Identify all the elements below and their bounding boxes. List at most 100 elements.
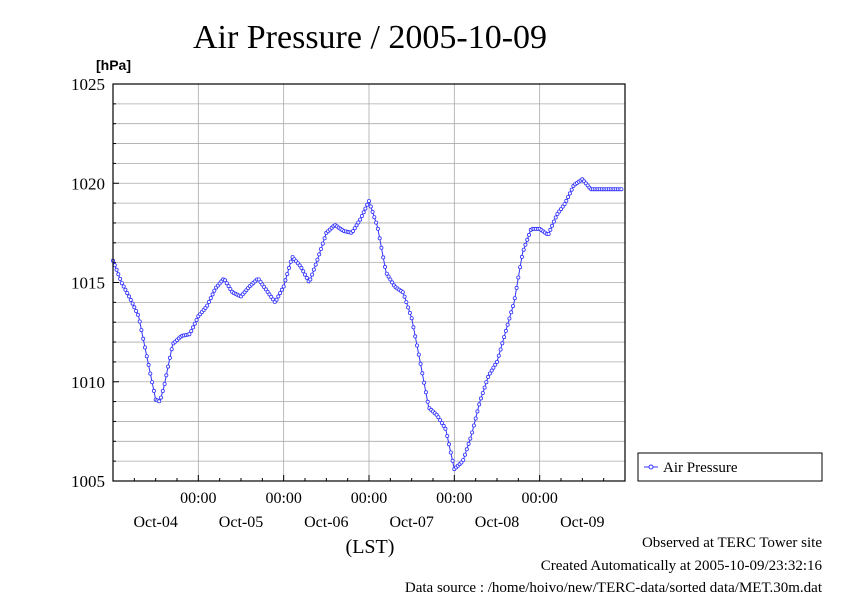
- series-point: [567, 191, 572, 196]
- series-point: [423, 390, 428, 395]
- series-point: [404, 300, 409, 305]
- series-point: [116, 272, 121, 277]
- series-point: [281, 284, 286, 289]
- series-point: [359, 213, 364, 218]
- series-point: [562, 202, 567, 207]
- series-point: [205, 303, 210, 308]
- series-point: [498, 347, 503, 352]
- series-point: [128, 297, 133, 302]
- legend-box: [637, 452, 823, 482]
- x-date-label: Oct-04: [133, 514, 177, 531]
- series-point: [519, 254, 524, 259]
- series-point: [134, 308, 139, 313]
- series-point: [137, 319, 142, 324]
- series-point: [276, 294, 281, 299]
- series-point: [285, 272, 290, 277]
- series-point: [414, 343, 419, 348]
- x-date-label: Oct-08: [475, 514, 519, 531]
- x-date-label: Oct-06: [304, 514, 348, 531]
- series-point: [470, 430, 475, 435]
- series-point: [299, 265, 304, 270]
- series-point: [226, 284, 231, 289]
- series-point: [206, 299, 211, 304]
- series-point: [471, 423, 476, 428]
- series-point: [125, 291, 130, 296]
- x-time-tick-label: 00:00: [436, 490, 472, 507]
- series-point: [503, 328, 508, 333]
- series-point: [112, 263, 117, 268]
- series-point: [322, 236, 327, 241]
- series-point: [358, 217, 363, 222]
- series-point: [553, 215, 558, 220]
- plot-frame: [112, 83, 626, 482]
- series-point: [438, 418, 443, 423]
- series-point: [372, 215, 377, 220]
- series-point: [286, 265, 291, 270]
- series-point: [210, 292, 215, 297]
- series-point: [361, 210, 366, 215]
- series-point: [194, 317, 199, 322]
- series-point: [400, 290, 405, 295]
- series-point: [480, 390, 485, 395]
- series-point: [551, 219, 556, 224]
- series-point: [121, 284, 126, 289]
- series-point: [475, 409, 480, 414]
- y-tick-label: 1025: [71, 75, 105, 94]
- legend-label-air-pressure: Air Pressure: [663, 460, 738, 476]
- series-point: [164, 373, 169, 378]
- series-point: [228, 286, 233, 291]
- series-point: [569, 187, 574, 192]
- series-point: [507, 316, 512, 321]
- series-point: [141, 336, 146, 341]
- series-point: [192, 321, 197, 326]
- series-point: [390, 280, 395, 285]
- series-point: [502, 335, 507, 340]
- series-point: [212, 288, 217, 293]
- series-point: [283, 278, 288, 283]
- series-point: [496, 353, 501, 358]
- series-point: [548, 227, 553, 232]
- x-time-tick-label: 00:00: [180, 490, 216, 507]
- series-point: [187, 332, 192, 337]
- series-point: [386, 274, 391, 279]
- series-point: [368, 204, 373, 209]
- series-point: [318, 246, 323, 251]
- series-point: [301, 269, 306, 274]
- series-point: [148, 371, 153, 376]
- series-point: [288, 259, 293, 264]
- legend[interactable]: Air Pressure: [637, 452, 823, 482]
- x-date-label: Oct-07: [389, 514, 433, 531]
- series-point: [500, 341, 505, 346]
- series-point: [169, 347, 174, 352]
- series-point: [366, 199, 371, 204]
- series-point: [354, 223, 359, 228]
- series-point: [462, 452, 467, 457]
- series-point: [365, 202, 370, 207]
- series-point: [407, 310, 412, 315]
- series-point: [527, 232, 532, 237]
- series-point: [441, 423, 446, 428]
- series-point: [491, 365, 496, 370]
- series-point: [416, 352, 421, 357]
- series-point: [382, 264, 387, 269]
- series-point: [279, 287, 284, 292]
- series-point: [189, 329, 194, 334]
- footer-observed-site: Observed at TERC Tower site: [641, 535, 822, 551]
- y-axis-unit-label: [hPa]: [96, 57, 131, 73]
- series-point: [486, 374, 491, 379]
- series-point: [132, 305, 137, 310]
- series-point: [375, 226, 380, 231]
- series-point: [461, 458, 466, 463]
- series-point: [320, 241, 325, 246]
- y-tick-label: 1005: [71, 472, 105, 491]
- series-point: [425, 399, 430, 404]
- x-axis-label: (LST): [346, 536, 395, 558]
- series-point: [443, 426, 448, 431]
- series-point: [406, 305, 411, 310]
- footer-created-timestamp: Created Automatically at 2005-10-09/23:3…: [540, 558, 822, 574]
- series-point: [418, 361, 423, 366]
- y-axis-ticks: 1005 1010 1015 1020 1025: [71, 75, 119, 491]
- legend-marker-swatch: [648, 464, 654, 470]
- series-point: [278, 291, 283, 296]
